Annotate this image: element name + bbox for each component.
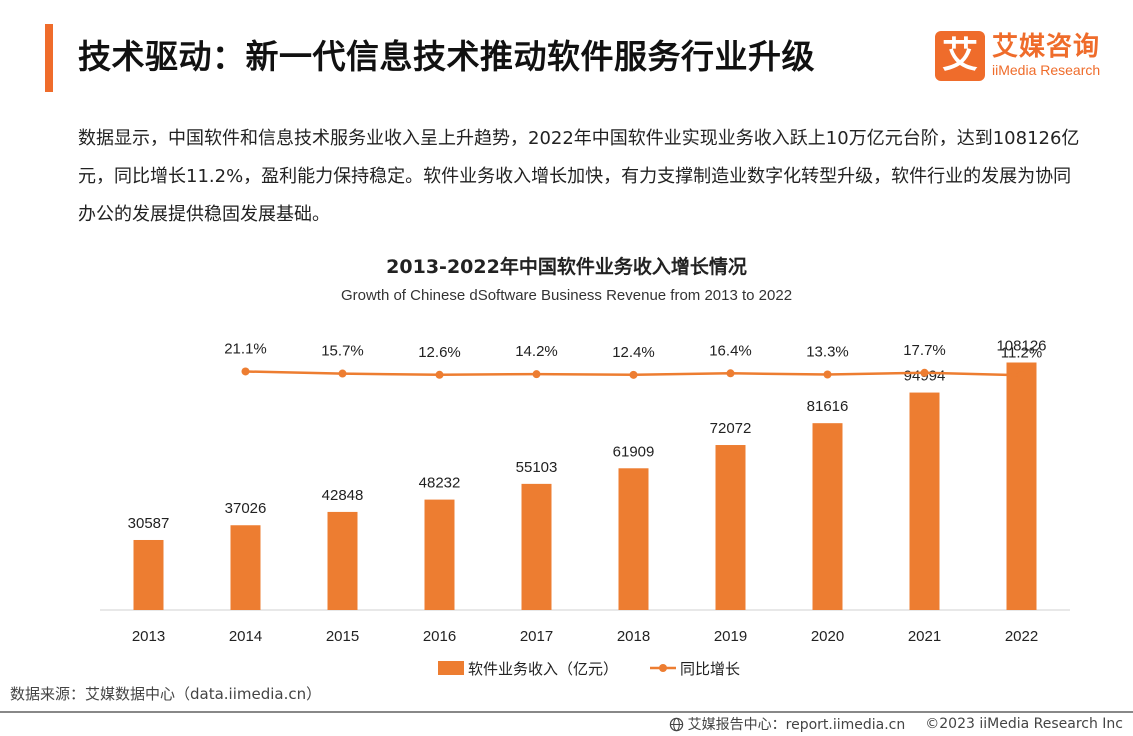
growth-label-2020: 13.3% [806, 343, 849, 360]
revenue-label-2019: 72072 [710, 420, 752, 437]
revenue-bar-2020 [812, 423, 843, 610]
chart-subtitle: Growth of Chinese dSoftware Business Rev… [340, 287, 793, 304]
footer-report-link[interactable]: 艾媒报告中心：report.iimedia.cn [687, 717, 906, 733]
logo-text: 艾媒咨询 iiMedia Research [992, 33, 1100, 79]
x-tick-2021: 2021 [908, 628, 941, 645]
growth-label-2017: 14.2% [515, 343, 558, 360]
x-tick-2013: 2013 [132, 628, 165, 645]
revenue-label-2014: 37026 [225, 500, 267, 517]
page-title: 技术驱动：新一代信息技术推动软件服务行业升级 [78, 37, 815, 76]
growth-point-2018 [629, 370, 638, 379]
summary-paragraph: 数据显示，中国软件和信息技术服务业收入呈上升趋势，2022年中国软件业实现业务收… [78, 128, 1080, 225]
growth-point-2021 [920, 368, 929, 377]
revenue-label-2015: 42848 [322, 487, 364, 504]
growth-point-2022 [1017, 371, 1026, 380]
x-tick-2022: 2022 [1005, 628, 1038, 645]
legend-label-growth: 同比增长 [680, 660, 740, 678]
growth-point-2015 [338, 369, 347, 378]
growth-point-2020 [823, 370, 832, 379]
legend-swatch-growth-dot [659, 664, 667, 672]
x-tick-2018: 2018 [617, 628, 650, 645]
revenue-bar-2021 [909, 392, 940, 610]
revenue-label-2013: 30587 [128, 515, 170, 532]
data-source: 数据来源：艾媒数据中心（data.iimedia.cn） [10, 685, 322, 703]
title-accent-bar [45, 24, 53, 92]
growth-label-2014: 21.1% [224, 340, 267, 357]
revenue-label-2016: 48232 [419, 475, 461, 492]
footer-divider [0, 711, 1133, 713]
chart-title: 2013-2022年中国软件业务收入增长情况 [386, 256, 747, 278]
growth-label-2021: 17.7% [903, 342, 946, 359]
footer-copyright: ©2023 iiMedia Research Inc [925, 716, 1123, 732]
revenue-bar-2014 [230, 525, 261, 610]
globe-icon [669, 717, 683, 731]
revenue-label-2022: 108126 [996, 338, 1046, 355]
growth-point-2014 [241, 367, 250, 376]
revenue-label-2018: 61909 [613, 443, 655, 460]
revenue-bar-2013 [133, 539, 164, 610]
revenue-bar-2022 [1006, 362, 1037, 610]
growth-label-2018: 12.4% [612, 344, 655, 361]
growth-label-2015: 15.7% [321, 343, 364, 360]
legend-label-revenue: 软件业务收入（亿元） [468, 660, 618, 678]
growth-point-2019 [726, 369, 735, 378]
growth-point-2016 [435, 370, 444, 379]
growth-label-2016: 12.6% [418, 344, 461, 361]
revenue-label-2017: 55103 [516, 459, 558, 476]
revenue-bar-2018 [618, 468, 649, 610]
iimedia-logo: 艾 艾媒咨询 iiMedia Research [935, 31, 1100, 81]
x-tick-2014: 2014 [229, 628, 262, 645]
x-tick-2016: 2016 [423, 628, 456, 645]
revenue-label-2020: 81616 [807, 398, 849, 415]
logo-mark: 艾 [935, 31, 985, 81]
legend-swatch-revenue [438, 661, 464, 675]
revenue-bar-2015 [327, 511, 358, 610]
logo-name-en: iiMedia Research [992, 62, 1101, 78]
growth-label-2019: 16.4% [709, 342, 752, 359]
logo-name-cn: 艾媒咨询 [992, 32, 1101, 62]
x-tick-2015: 2015 [326, 628, 359, 645]
growth-point-2017 [532, 370, 541, 379]
revenue-bar-2019 [715, 445, 746, 610]
revenue-bar-2017 [521, 483, 552, 610]
revenue-bar-2016 [424, 499, 455, 610]
growth-label-2022: 11.2% [1001, 344, 1042, 361]
x-tick-2019: 2019 [714, 628, 747, 645]
x-tick-2020: 2020 [811, 628, 844, 645]
footer: 艾媒报告中心：report.iimedia.cn ©2023 iiMedia R… [669, 714, 1123, 734]
x-tick-2017: 2017 [520, 628, 553, 645]
